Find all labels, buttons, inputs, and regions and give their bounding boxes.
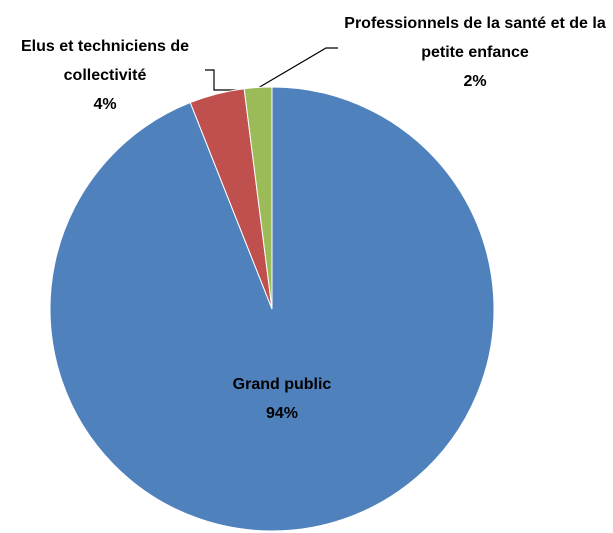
slice-value-label: 4% xyxy=(93,96,116,113)
slice-label-line: Professionnels de la santé et de la xyxy=(344,15,606,32)
slice-value-label: 94% xyxy=(266,405,298,422)
slice-label: Professionnels de la santé et de la petit… xyxy=(344,15,606,61)
slice-label-line: Elus et techniciens de xyxy=(21,38,189,55)
slice-value-label: 2% xyxy=(463,73,486,90)
leader-line xyxy=(257,47,338,89)
slice-label-line: petite enfance xyxy=(421,44,529,61)
slice-label: Elus et techniciens de collectivité xyxy=(21,38,189,84)
slice-label-line: collectivité xyxy=(64,67,147,84)
slice-label: Grand public xyxy=(233,376,332,393)
leader-line xyxy=(205,69,242,91)
pie-slice xyxy=(243,86,273,310)
slice-label-line: Grand public xyxy=(233,376,332,393)
